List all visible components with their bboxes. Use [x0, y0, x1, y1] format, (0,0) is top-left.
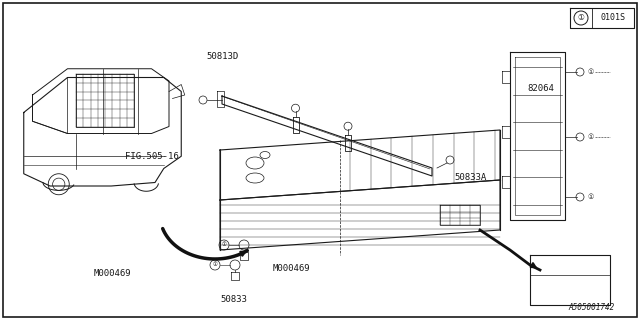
Text: ①: ① [587, 194, 593, 200]
Text: 50833: 50833 [220, 295, 247, 304]
Text: 50813D: 50813D [207, 52, 239, 61]
Text: 0101S: 0101S [600, 13, 625, 22]
Text: ①: ① [587, 69, 593, 75]
Text: 82064: 82064 [527, 84, 554, 93]
Text: A505001742: A505001742 [569, 303, 615, 312]
Text: ①: ① [587, 134, 593, 140]
Text: M000469: M000469 [273, 264, 310, 273]
Text: ①: ① [577, 13, 584, 22]
Text: M000469: M000469 [93, 269, 131, 278]
Text: FIG.505-16: FIG.505-16 [125, 152, 179, 161]
Text: ①: ① [221, 243, 227, 247]
Text: ①: ① [212, 262, 218, 268]
Text: 50833A: 50833A [454, 173, 486, 182]
